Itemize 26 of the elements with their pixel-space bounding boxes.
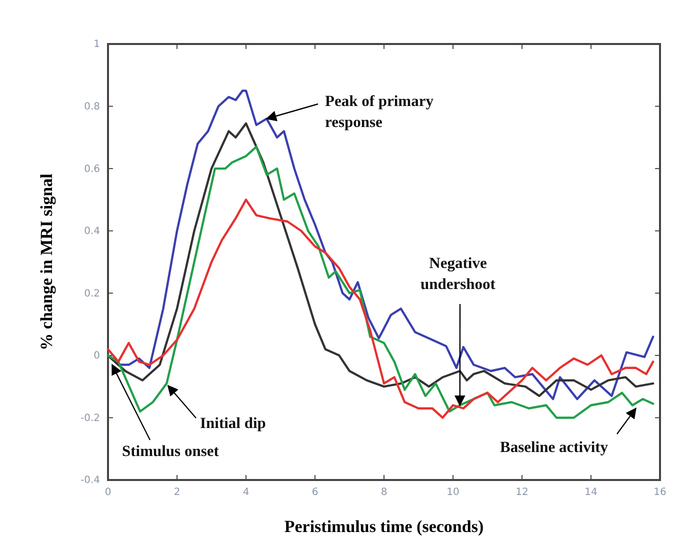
x-tick-label: 0 bbox=[104, 487, 112, 498]
annotation: Baseline activity bbox=[500, 439, 608, 456]
x-tick-label: 10 bbox=[446, 487, 460, 498]
y-axis-title: % change in MRI signal bbox=[37, 173, 56, 350]
x-tick-label: 16 bbox=[654, 487, 666, 498]
x-tick-label: 4 bbox=[242, 487, 250, 498]
x-tick-label: 12 bbox=[516, 487, 528, 498]
annotation: Negative undershoot bbox=[420, 255, 496, 293]
x-tick-label: 2 bbox=[174, 487, 180, 498]
y-tick-label: 0.2 bbox=[84, 288, 100, 300]
x-tick-label: 6 bbox=[312, 487, 318, 498]
y-tick-label: 1 bbox=[94, 39, 100, 50]
annotation: Initial dip bbox=[200, 415, 266, 432]
y-tick-label: 0.6 bbox=[84, 164, 100, 175]
x-axis-title: Peristimulus time (seconds) bbox=[284, 517, 484, 536]
y-tick-label: 0 bbox=[94, 350, 100, 362]
annotation: Peak of primary response bbox=[325, 93, 434, 131]
x-tick-label: 14 bbox=[584, 487, 598, 498]
x-tick-label: 8 bbox=[380, 487, 388, 498]
y-tick-label: 0.4 bbox=[84, 226, 100, 238]
y-tick-label: -0.2 bbox=[80, 412, 100, 424]
line-series bbox=[106, 146, 654, 419]
annotation: Stimulus onset bbox=[122, 443, 220, 460]
line-series bbox=[106, 198, 654, 419]
y-tick-label: 0.8 bbox=[84, 101, 100, 112]
y-tick-label: -0.4 bbox=[80, 475, 100, 486]
